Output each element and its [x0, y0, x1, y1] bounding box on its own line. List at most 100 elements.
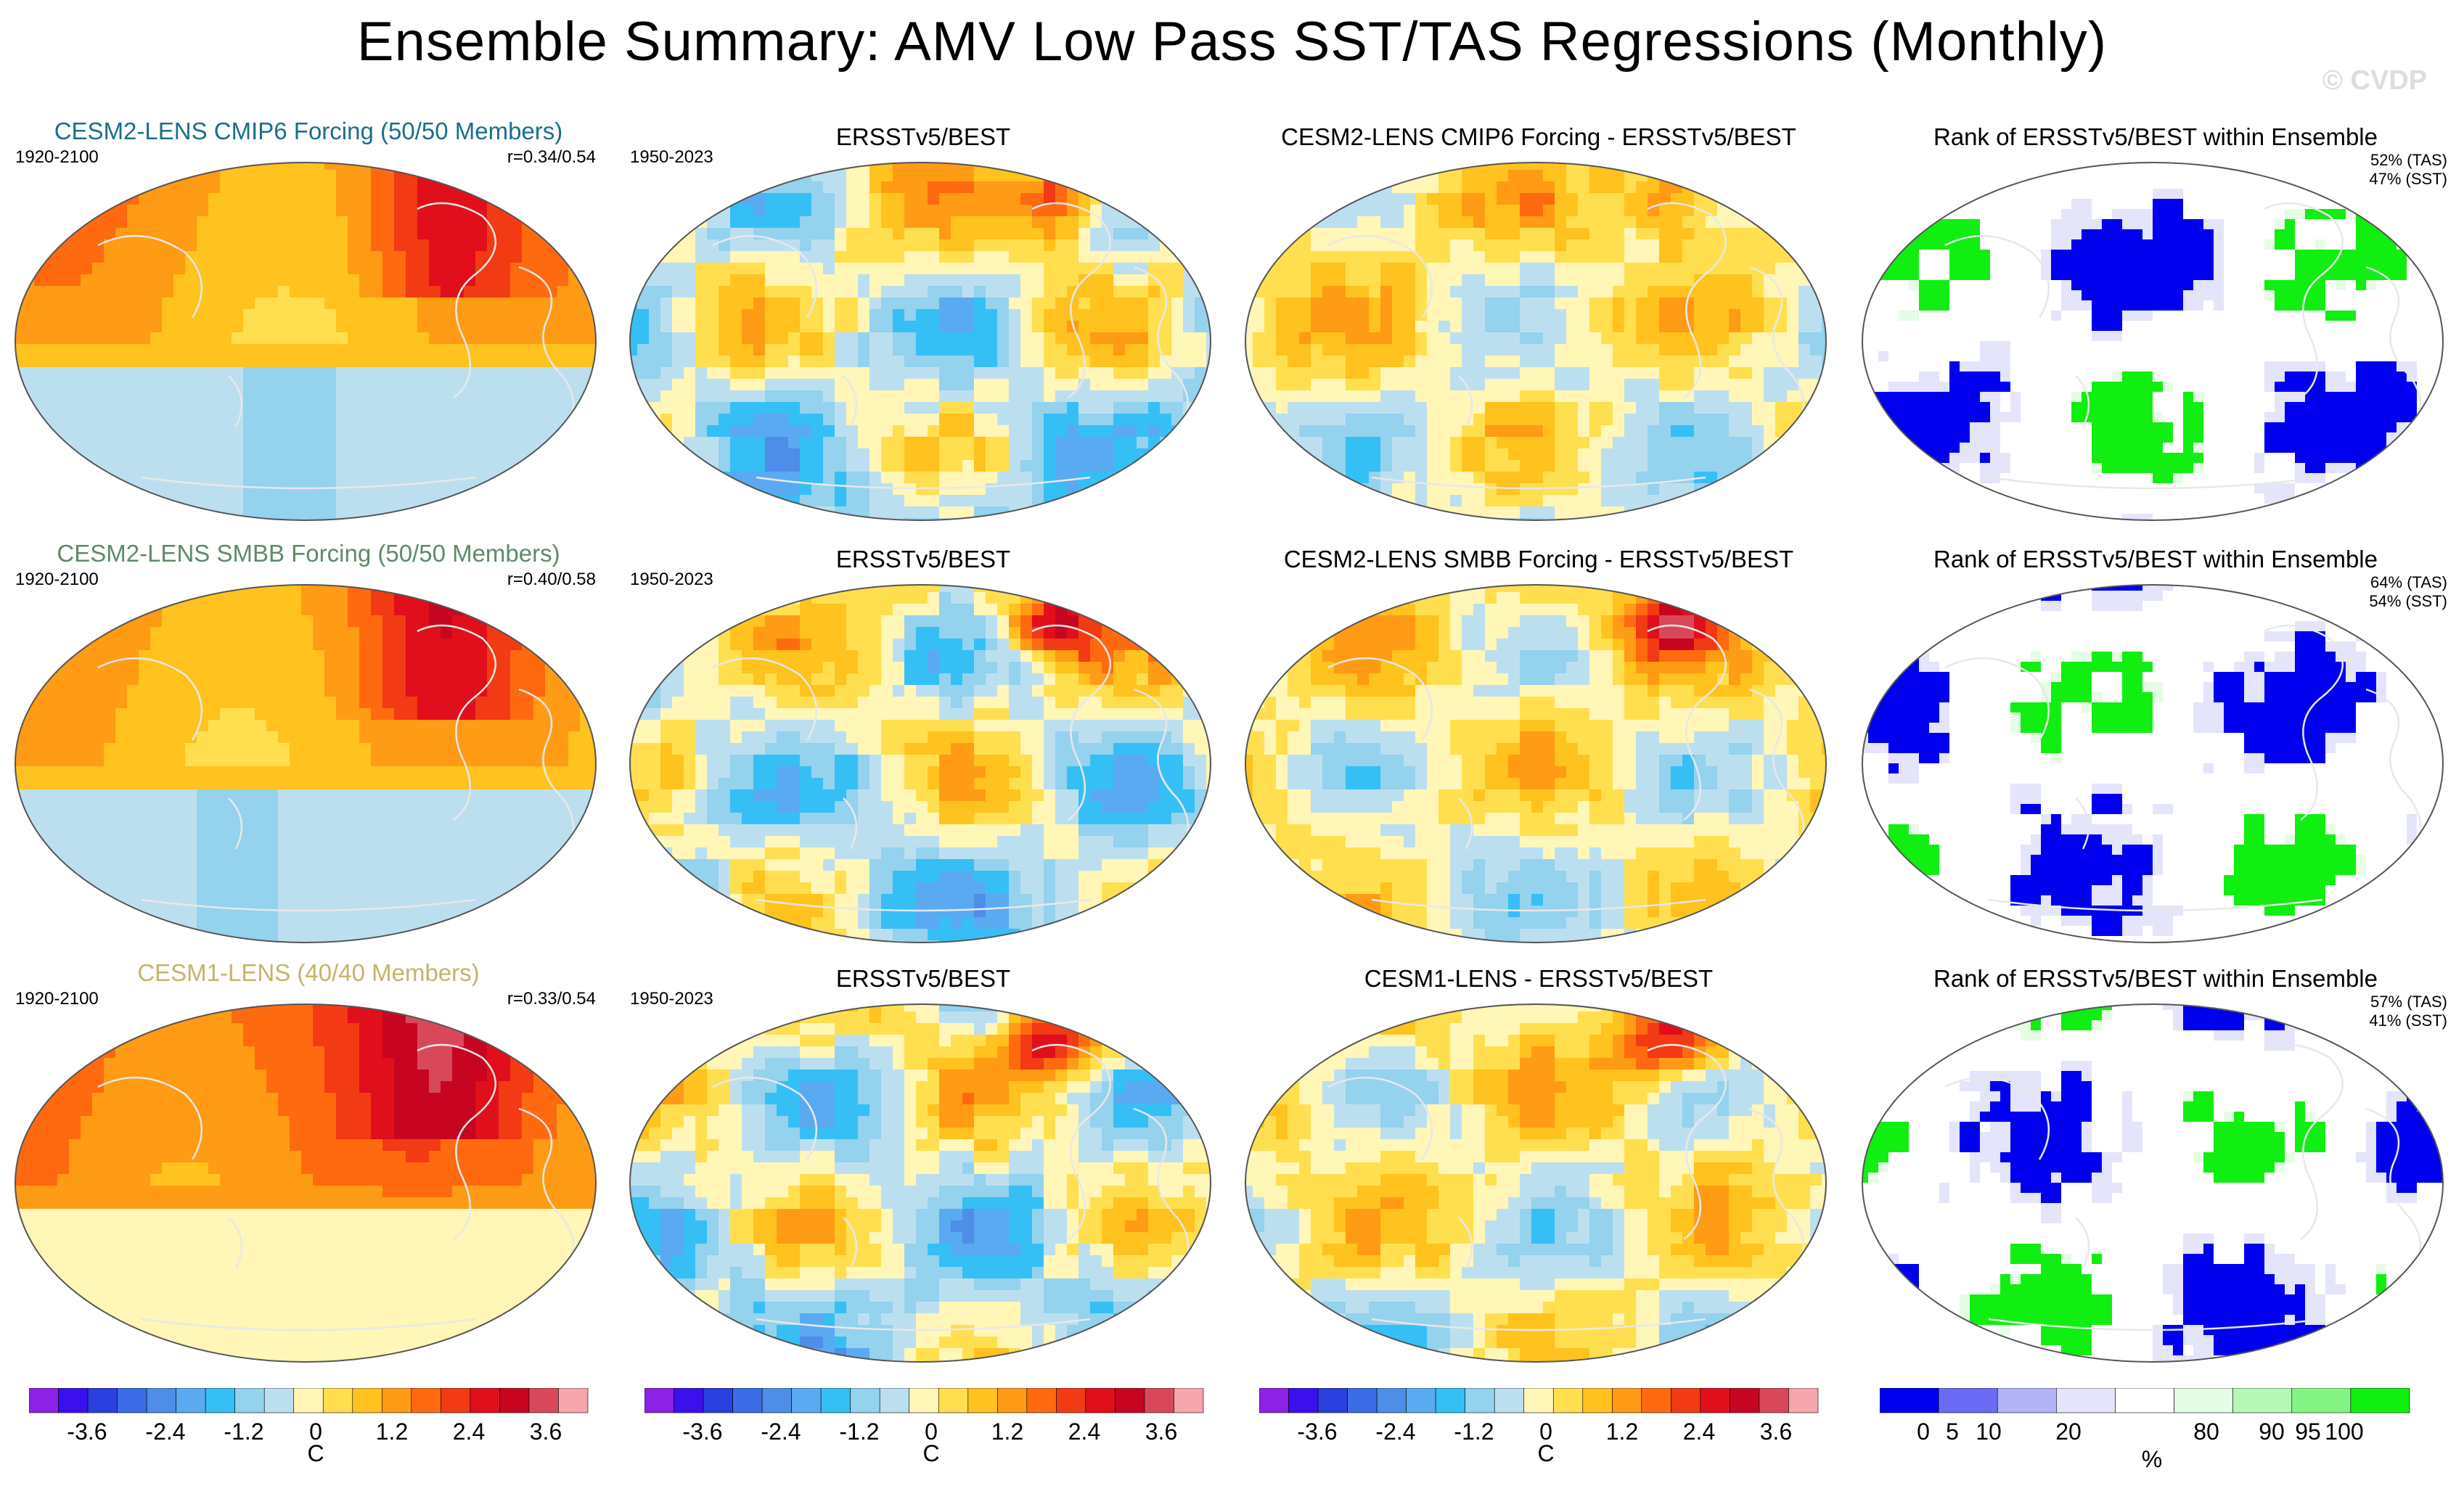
colorbar-swatch: [1523, 1387, 1554, 1413]
colorbar-swatch: [1671, 1387, 1701, 1413]
colorbar-swatch: [1258, 1387, 1289, 1413]
colorbar-swatch: [1759, 1387, 1789, 1413]
period-label: 1920-2100: [15, 989, 99, 1009]
colorbar-swatch: [117, 1387, 147, 1413]
panel-title: CESM2-LENS CMIP6 Forcing (50/50 Members): [11, 118, 606, 145]
colorbar-swatch: [1056, 1387, 1086, 1413]
period-label: 1950-2023: [630, 989, 713, 1009]
colorbar-tick-label: 3.6: [1145, 1419, 1177, 1445]
panel-diff-row-3: CESM1-LENS - ERSSTv5/BEST: [1241, 956, 1836, 1363]
colorbar-tick-label: 3.6: [1760, 1419, 1792, 1445]
panel-obs-row-2: ERSSTv5/BEST 1950-2023: [626, 537, 1221, 943]
colorbar-swatch: [528, 1387, 559, 1413]
colorbar-swatch: [967, 1387, 998, 1413]
rank-percent-tas: 57% (TAS): [2370, 993, 2447, 1011]
rank-percent-sst: 47% (SST): [2369, 170, 2447, 189]
panel-title: ERSSTv5/BEST: [626, 546, 1221, 573]
rank-percent-tas: 64% (TAS): [2370, 573, 2447, 592]
colorbar-swatch: [87, 1387, 118, 1413]
colorbar-tick-label: -3.6: [682, 1419, 722, 1445]
colorbar-swatch: [382, 1387, 412, 1413]
map-diff: [1245, 1003, 1827, 1363]
map-rank: [1862, 584, 2444, 943]
map-obs: [629, 162, 1211, 521]
colorbar-tick-label: -1.2: [839, 1419, 879, 1445]
panel-obs-row-1: ERSSTv5/BEST 1950-2023: [626, 115, 1221, 521]
colorbar-tick-label: 1.2: [991, 1419, 1023, 1445]
panel-title: CESM2-LENS SMBB Forcing (50/50 Members): [11, 540, 606, 567]
colorbar-swatch: [499, 1387, 530, 1413]
colorbar-swatch: [1115, 1387, 1145, 1413]
colorbar-obs: -3.6 -2.4 -1.2 0 1.2 2.4 3.6 C: [644, 1387, 1240, 1479]
panel-title: ERSSTv5/BEST: [626, 965, 1221, 993]
colorbar-tick-label: 5: [1946, 1419, 1959, 1445]
colorbar-swatch: [1641, 1387, 1671, 1413]
rank-percent-sst: 54% (SST): [2369, 592, 2447, 611]
colorbar-tick-label: 0: [1539, 1419, 1552, 1445]
colorbar-tick-label: 100: [2325, 1419, 2363, 1445]
colorbar-swatch: [703, 1387, 733, 1413]
map-rank: [1862, 1003, 2444, 1363]
colorbar-rank: 0 5 10 20 80 90 95 100 %: [1879, 1387, 2464, 1479]
colorbar-swatch: [146, 1387, 176, 1413]
panel-diff-row-2: CESM2-LENS SMBB Forcing - ERSSTv5/BEST: [1241, 537, 1836, 943]
colorbar-tick-label: -3.6: [1297, 1419, 1337, 1445]
colorbar-swatch: [2232, 1387, 2293, 1413]
colorbar-unit: C: [307, 1440, 324, 1467]
colorbar-unit: %: [2142, 1446, 2162, 1473]
colorbar-swatch: [1144, 1387, 1174, 1413]
colorbar-swatch: [850, 1387, 880, 1413]
colorbar-unit: C: [1537, 1440, 1554, 1467]
colorbar-tick-label: -2.4: [145, 1419, 185, 1445]
panel-model-row-2: CESM2-LENS SMBB Forcing (50/50 Members) 1…: [11, 537, 606, 943]
colorbar-strip: [644, 1387, 1204, 1413]
colorbar-swatch: [1879, 1387, 1939, 1413]
colorbar-swatch: [1465, 1387, 1495, 1413]
colorbar-swatch: [28, 1387, 59, 1413]
panel-title: CESM1-LENS (40/40 Members): [11, 959, 606, 987]
colorbar-tick-label: 2.4: [453, 1419, 485, 1445]
colorbar-swatch: [1026, 1387, 1057, 1413]
colorbar-swatch: [761, 1387, 792, 1413]
colorbar-diff: -3.6 -2.4 -1.2 0 1.2 2.4 3.6 C: [1258, 1387, 1854, 1479]
colorbar-model: -3.6 -2.4 -1.2 0 1.2 2.4 3.6 C: [28, 1387, 624, 1479]
colorbar-swatch: [205, 1387, 235, 1413]
map-diff: [1245, 162, 1827, 521]
colorbar-tick-label: -2.4: [761, 1419, 801, 1445]
colorbar-tick-label: -2.4: [1375, 1419, 1415, 1445]
colorbar-swatch: [293, 1387, 324, 1413]
panel-model-row-1: CESM2-LENS CMIP6 Forcing (50/50 Members)…: [11, 115, 606, 521]
colorbar-swatch: [1700, 1387, 1730, 1413]
colorbar-swatch: [1788, 1387, 1819, 1413]
colorbar-swatch: [263, 1387, 295, 1413]
rank-percent-sst: 41% (SST): [2369, 1011, 2447, 1030]
panel-model-row-3: CESM1-LENS (40/40 Members) 1920-2100 r=0.3…: [11, 956, 606, 1363]
colorbar-swatch: [1730, 1387, 1760, 1413]
colorbar-swatch: [2056, 1387, 2116, 1413]
colorbar-swatch: [1174, 1387, 1204, 1413]
panel-obs-row-3: ERSSTv5/BEST 1950-2023: [626, 956, 1221, 1363]
colorbar-strip: [1879, 1387, 2410, 1413]
colorbar-swatch: [2174, 1387, 2233, 1413]
colorbar-swatch: [1435, 1387, 1465, 1413]
panel-rank-row-3: Rank of ERSSTv5/BEST within Ensemble 57% …: [1858, 956, 2453, 1363]
colorbar-tick-label: -1.2: [224, 1419, 263, 1445]
colorbar-swatch: [1406, 1387, 1436, 1413]
panel-title: Rank of ERSSTv5/BEST within Ensemble: [1858, 123, 2453, 151]
colorbar-tick-label: 2.4: [1683, 1419, 1715, 1445]
map-model: [15, 1003, 597, 1363]
colorbar-tick-label: 0: [1917, 1419, 1930, 1445]
colorbar-swatch: [411, 1387, 441, 1413]
colorbar-swatch: [938, 1387, 969, 1413]
panel-title: Rank of ERSSTv5/BEST within Ensemble: [1858, 546, 2453, 573]
panel-title: CESM1-LENS - ERSSTv5/BEST: [1241, 965, 1836, 993]
colorbar-tick-label: 2.4: [1068, 1419, 1100, 1445]
colorbar-swatch: [1376, 1387, 1407, 1413]
pattern-correlation: r=0.40/0.58: [507, 570, 596, 590]
map-model: [15, 162, 597, 521]
colorbar-swatch: [997, 1387, 1028, 1413]
colorbar-strip: [1258, 1387, 1819, 1413]
map-diff: [1245, 584, 1827, 943]
colorbar-swatch: [234, 1387, 265, 1413]
colorbar-swatch: [1085, 1387, 1116, 1413]
